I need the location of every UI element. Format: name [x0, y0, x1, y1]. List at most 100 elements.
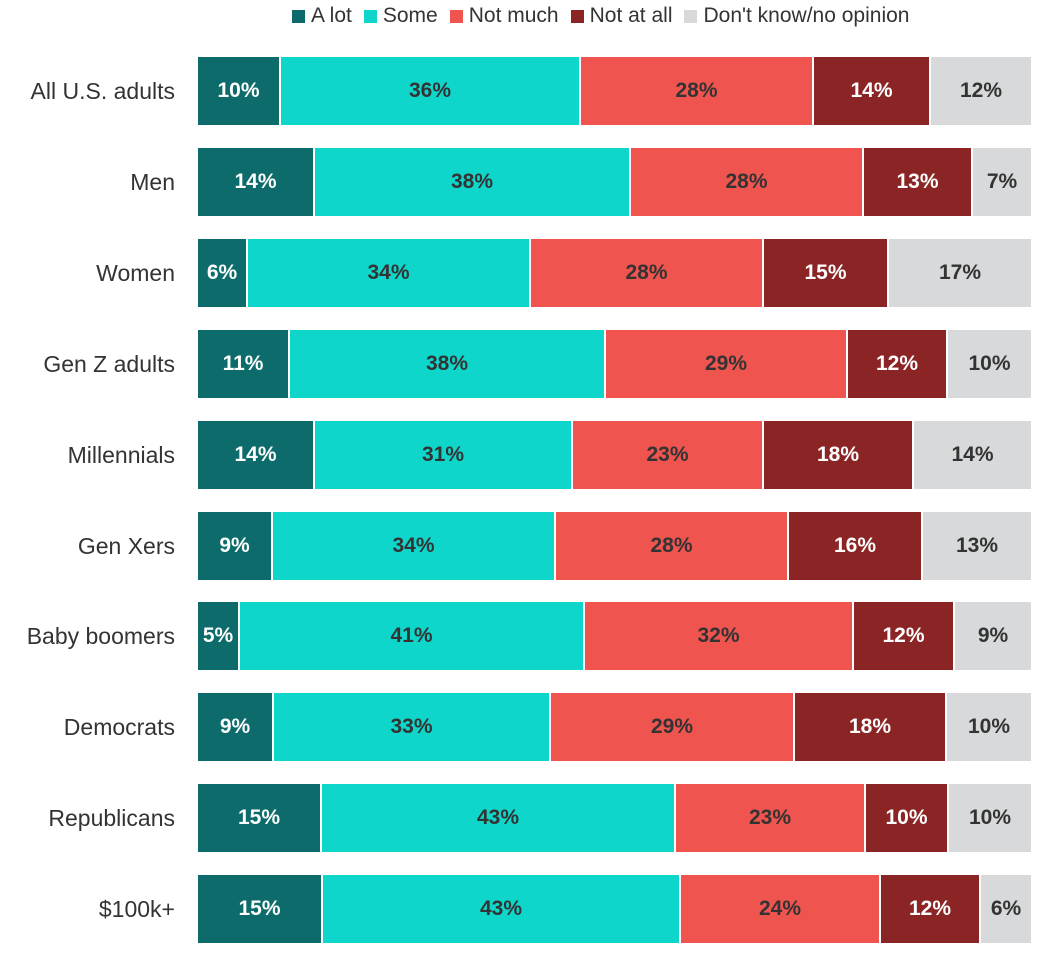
bar-row: 14% 31% 23% 18% 14%: [198, 421, 1031, 489]
data-label: 10%: [968, 352, 1011, 375]
data-label: 7%: [986, 170, 1018, 193]
bar-segment: 15%: [198, 875, 323, 943]
bar-segment: 28%: [531, 239, 764, 307]
bar-segment: 23%: [573, 421, 764, 489]
bar-segment: 9%: [198, 512, 273, 580]
data-label: 12%: [882, 624, 925, 647]
bar-segment: 28%: [631, 148, 864, 216]
data-label: 34%: [392, 534, 435, 557]
bar-segment: 15%: [198, 784, 322, 852]
bar-segment: 12%: [848, 330, 948, 398]
bar-segment: 12%: [931, 57, 1031, 125]
data-label: 14%: [234, 443, 277, 466]
bar-segment: 10%: [948, 330, 1031, 398]
bar-segment: 32%: [585, 602, 854, 670]
bar-segment: 34%: [273, 512, 556, 580]
bar-segment: 43%: [323, 875, 681, 943]
data-label: 13%: [955, 534, 999, 557]
bar-segment: 11%: [198, 330, 290, 398]
data-label: 28%: [625, 261, 668, 284]
bar-segment: 6%: [981, 875, 1031, 943]
bar-row: 15% 43% 23% 10% 10%: [198, 784, 1031, 852]
bar-segment: 38%: [315, 148, 631, 216]
bar-segment: 16%: [789, 512, 923, 580]
row-label: $100k+: [98, 896, 175, 922]
legend-swatch: [449, 9, 463, 23]
data-label: 9%: [977, 624, 1009, 647]
legend: A lot Some Not much Not at all Don't know/no…: [292, 2, 921, 30]
bar-segment: 28%: [556, 512, 789, 580]
bar-segment: 13%: [864, 148, 973, 216]
bar-segment: 18%: [764, 421, 914, 489]
data-label: 23%: [748, 806, 792, 829]
data-label: 23%: [646, 443, 689, 466]
bar-segment: 18%: [795, 693, 947, 761]
bar-segment: 5%: [198, 602, 240, 670]
data-label: 12%: [908, 897, 952, 920]
bar-row: 6% 34% 28% 15% 17%: [198, 239, 1031, 307]
bar-segment: 10%: [949, 784, 1031, 852]
legend-item: Not at all: [570, 4, 672, 28]
row-label: Gen Z adults: [43, 351, 175, 377]
bar-row: 10% 36% 28% 14% 12%: [198, 57, 1031, 125]
bar-segment: 14%: [914, 421, 1031, 489]
data-label: 16%: [833, 534, 877, 557]
row-label: Men: [130, 169, 175, 195]
bar-segment: 13%: [923, 512, 1031, 580]
row-label: Republicans: [48, 805, 175, 831]
bar-segment: 14%: [198, 421, 315, 489]
data-label: 10%: [967, 715, 1011, 738]
row-label: Millennials: [67, 442, 175, 468]
data-label: 15%: [237, 806, 281, 829]
bar-segment: 12%: [854, 602, 955, 670]
data-label: 15%: [804, 261, 847, 284]
data-label: 11%: [222, 352, 264, 375]
legend-label: A lot: [311, 4, 352, 27]
bar-segment: 14%: [198, 148, 315, 216]
bar-segment: 29%: [551, 693, 795, 761]
legend-label: Don't know/no opinion: [703, 4, 910, 27]
legend-swatch: [684, 9, 698, 23]
legend-label: Some: [382, 4, 438, 27]
legend-swatch: [570, 9, 584, 23]
data-label: 31%: [421, 443, 465, 466]
bar-segment: 24%: [681, 875, 881, 943]
bar-segment: 10%: [198, 57, 281, 125]
data-label: 12%: [959, 79, 1003, 102]
data-label: 14%: [234, 170, 277, 193]
bar-segment: 29%: [606, 330, 848, 398]
legend-item: Not much: [449, 4, 559, 28]
data-label: 43%: [476, 806, 520, 829]
data-label: 14%: [951, 443, 994, 466]
bar-segment: 23%: [676, 784, 866, 852]
legend-item: A lot: [292, 4, 352, 28]
legend-swatch: [363, 9, 377, 23]
bar-segment: 34%: [248, 239, 531, 307]
row-label: Gen Xers: [77, 533, 175, 559]
data-label: 15%: [238, 897, 281, 920]
data-label: 29%: [650, 715, 694, 738]
data-label: 34%: [367, 261, 410, 284]
data-label: 12%: [875, 352, 919, 375]
data-label: 6%: [990, 897, 1022, 920]
data-label: 29%: [704, 352, 748, 375]
data-label: 18%: [848, 715, 892, 738]
data-label: 32%: [697, 624, 740, 647]
data-label: 17%: [938, 261, 982, 284]
bar-row: 14% 38% 28% 13% 7%: [198, 148, 1031, 216]
bar-segment: 38%: [290, 330, 606, 398]
data-label: 6%: [206, 261, 238, 284]
row-label: All U.S. adults: [30, 78, 175, 104]
row-label: Baby boomers: [26, 623, 175, 649]
bar-row: 5% 41% 32% 12% 9%: [198, 602, 1031, 670]
bar-segment: 12%: [881, 875, 981, 943]
bar-row: 15% 43% 24% 12% 6%: [198, 875, 1031, 943]
bar-segment: 43%: [322, 784, 676, 852]
bar-segment: 6%: [198, 239, 248, 307]
data-label: 13%: [896, 170, 939, 193]
bar-segment: 31%: [315, 421, 573, 489]
bar-segment: 17%: [889, 239, 1031, 307]
legend-item: Some: [363, 4, 438, 28]
bar-segment: 15%: [764, 239, 889, 307]
